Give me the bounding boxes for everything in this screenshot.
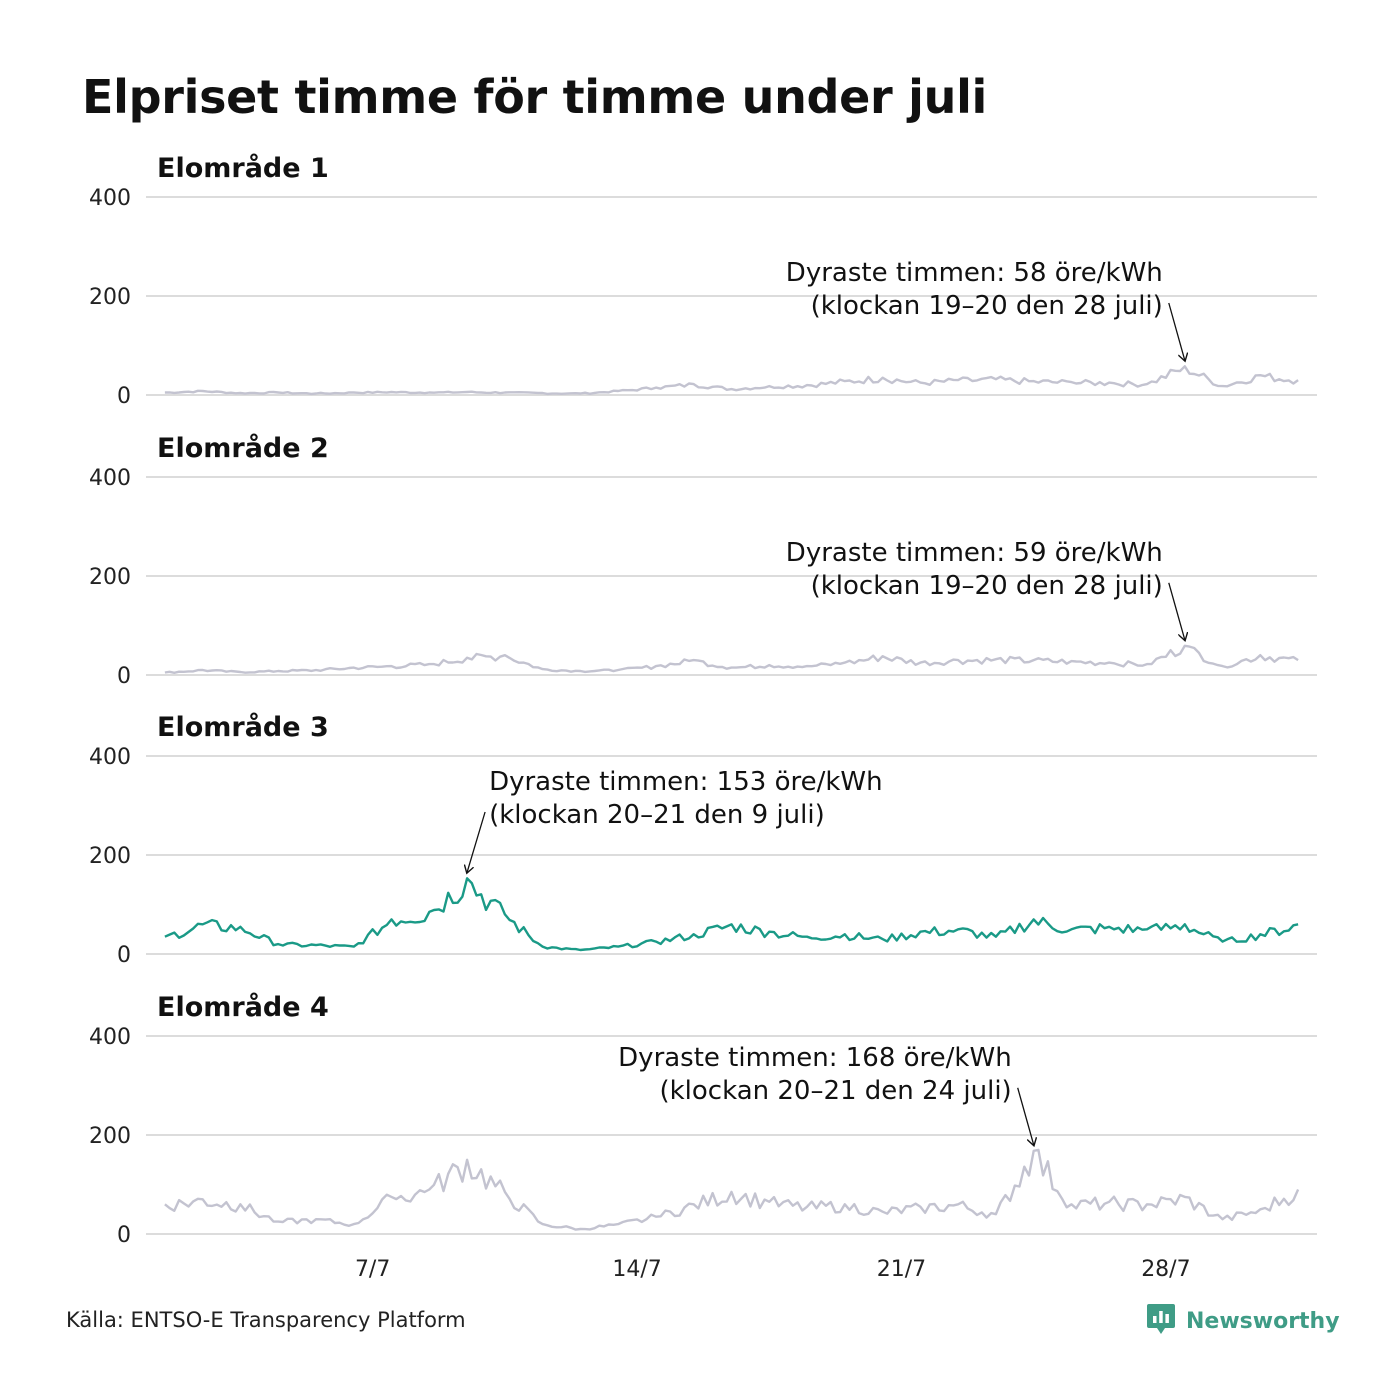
- series-line: [164, 644, 1299, 674]
- peak-arrow: [1168, 582, 1185, 640]
- panel-4: Elområde 4 0 200 400 Dyraste timmen: 168 öre…: [89, 991, 1317, 1248]
- y-tick-label: 0: [117, 664, 131, 689]
- peak-annotation-line1: Dyraste timmen: 153 öre/kWh: [489, 767, 883, 797]
- peak-annotation-line2: (klockan 19–20 den 28 juli): [811, 291, 1163, 321]
- brand-logo: Newsworthy: [1146, 1302, 1340, 1341]
- panel-title: Elområde 4: [157, 991, 329, 1023]
- peak-annotation-line2: (klockan 20–21 den 9 juli): [489, 800, 825, 830]
- panel-3: Elområde 3 0 200 400 Dyraste timmen: 153 öre…: [89, 711, 1317, 968]
- x-tick-label: 7/7: [355, 1257, 390, 1282]
- panel-title: Elområde 1: [157, 152, 329, 184]
- peak-arrow: [467, 811, 486, 872]
- peak-annotation-line1: Dyraste timmen: 59 öre/kWh: [786, 538, 1163, 568]
- peak-annotation-line2: (klockan 19–20 den 28 juli): [811, 571, 1163, 601]
- y-tick-label: 400: [89, 745, 131, 770]
- y-tick-label: 400: [89, 466, 131, 491]
- y-tick-label: 400: [89, 186, 131, 211]
- panel-title: Elområde 2: [157, 432, 329, 464]
- peak-annotation-line2: (klockan 20–21 den 24 juli): [659, 1076, 1011, 1106]
- newsworthy-logo-icon: [1146, 1302, 1176, 1341]
- peak-annotation-line1: Dyraste timmen: 168 öre/kWh: [618, 1043, 1012, 1073]
- x-tick-label: 28/7: [1141, 1257, 1190, 1282]
- panel-2: Elområde 2 0 200 400 Dyraste timmen: 59 öre/…: [89, 432, 1317, 689]
- series-line: [164, 365, 1299, 396]
- y-tick-label: 0: [117, 943, 131, 968]
- y-tick-label: 200: [89, 285, 131, 310]
- y-tick-label: 0: [117, 1223, 131, 1248]
- panel-title: Elområde 3: [157, 711, 329, 743]
- peak-arrow: [1168, 302, 1185, 360]
- source-note: Källa: ENTSO-E Transparency Platform: [66, 1308, 466, 1332]
- y-tick-label: 200: [89, 565, 131, 590]
- brand-name: Newsworthy: [1186, 1309, 1340, 1334]
- y-tick-label: 400: [89, 1025, 131, 1050]
- series-line: [164, 1148, 1300, 1231]
- peak-arrow: [1017, 1087, 1034, 1145]
- y-tick-label: 0: [117, 384, 131, 409]
- peak-annotation-line1: Dyraste timmen: 58 öre/kWh: [786, 258, 1163, 288]
- y-tick-label: 200: [89, 844, 131, 869]
- panel-1: Elområde 1 0 200 400 Dyraste timmen: 58 öre/…: [89, 152, 1317, 409]
- series-line: [164, 877, 1299, 952]
- chart-title: Elpriset timme för timme under juli: [82, 70, 988, 124]
- x-axis: 7/7 14/7 21/7 28/7: [355, 1257, 1191, 1282]
- y-tick-label: 200: [89, 1124, 131, 1149]
- x-tick-label: 21/7: [877, 1257, 926, 1282]
- x-tick-label: 14/7: [612, 1257, 661, 1282]
